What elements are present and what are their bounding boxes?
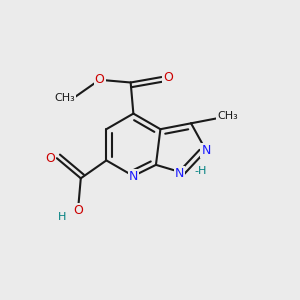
Text: O: O [94, 73, 104, 86]
Text: N: N [201, 144, 211, 157]
Text: N: N [129, 169, 138, 182]
Text: O: O [73, 204, 83, 218]
Text: -H: -H [195, 166, 207, 176]
Text: CH₃: CH₃ [55, 93, 76, 103]
Text: H: H [58, 212, 66, 222]
Text: N: N [175, 167, 184, 180]
Text: CH₃: CH₃ [217, 111, 238, 121]
Text: O: O [45, 152, 55, 165]
Text: O: O [163, 70, 173, 84]
